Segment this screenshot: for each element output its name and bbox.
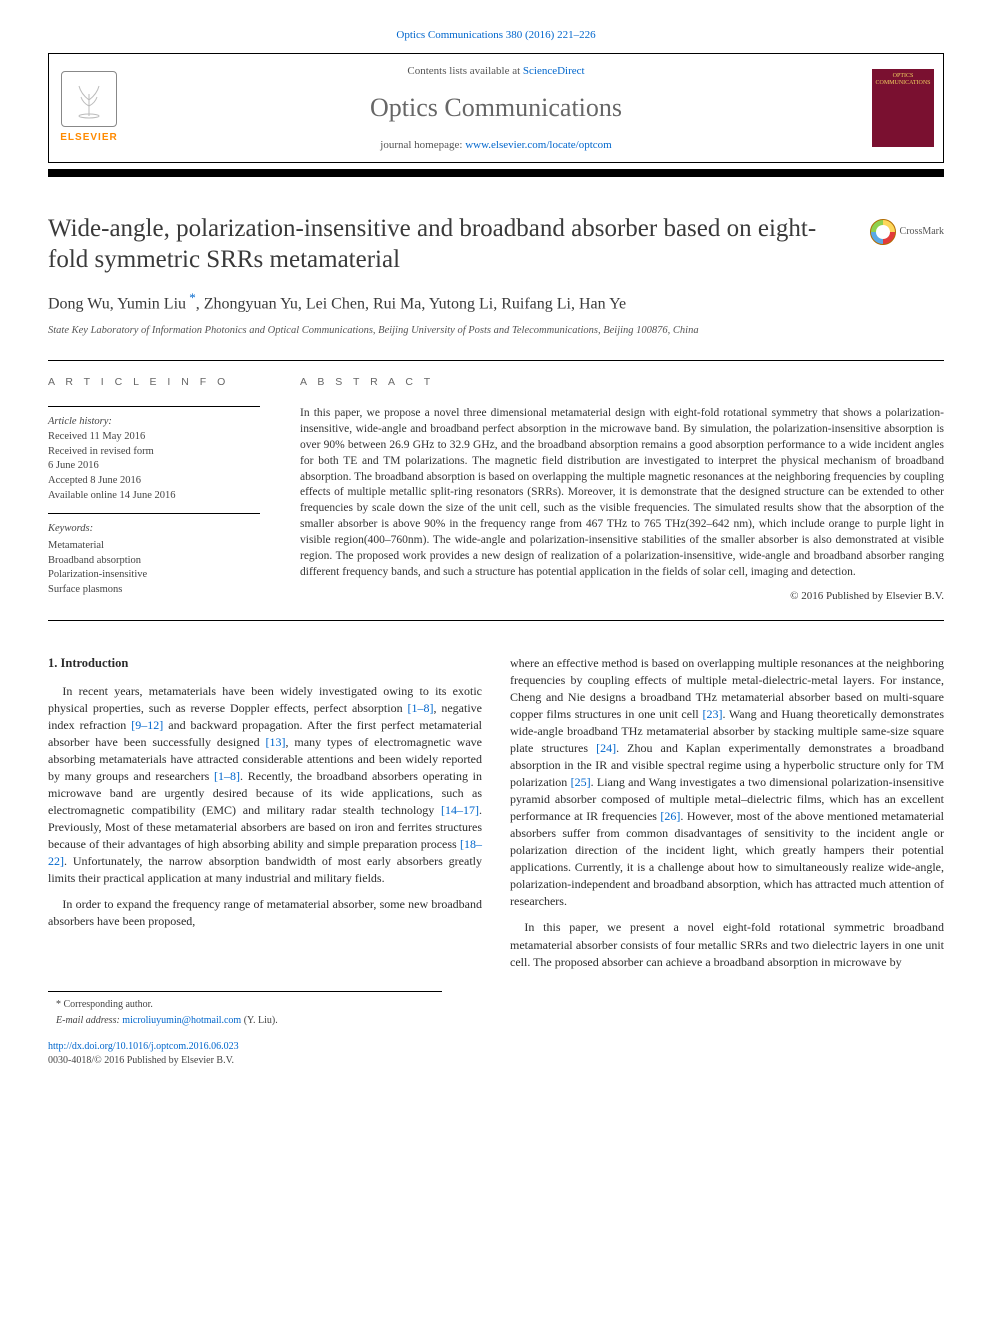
- ref-link[interactable]: [25]: [571, 775, 591, 789]
- authors-text: Dong Wu, Yumin Liu: [48, 295, 186, 312]
- email-label: E-mail address:: [56, 1015, 122, 1026]
- header-rule: [48, 169, 944, 177]
- email-link[interactable]: microliuyumin@hotmail.com: [122, 1015, 241, 1026]
- article-info-heading: A R T I C L E I N F O: [48, 375, 260, 390]
- journal-name: Optics Communications: [137, 90, 855, 126]
- ref-link[interactable]: [1–8]: [214, 769, 240, 783]
- footnote-block: * Corresponding author. E-mail address: …: [48, 991, 442, 1028]
- authors-text-2: , Zhongyuan Yu, Lei Chen, Rui Ma, Yutong…: [196, 295, 626, 312]
- ref-link[interactable]: [23]: [702, 707, 722, 721]
- article-title: Wide-angle, polarization-insensitive and…: [48, 213, 856, 276]
- body-paragraph: In recent years, metamaterials have been…: [48, 683, 482, 887]
- keyword: Surface plasmons: [48, 583, 260, 598]
- journal-citation: Optics Communications 380 (2016) 221–226: [48, 28, 944, 43]
- author-list: Dong Wu, Yumin Liu *, Zhongyuan Yu, Lei …: [48, 289, 944, 316]
- section-heading: 1. Introduction: [48, 655, 482, 673]
- citation-link[interactable]: Optics Communications 380 (2016) 221–226: [396, 29, 595, 41]
- corresponding-note: * Corresponding author.: [48, 998, 442, 1012]
- keywords-label: Keywords:: [48, 522, 260, 537]
- email-line: E-mail address: microliuyumin@hotmail.co…: [48, 1014, 442, 1028]
- corresponding-marker[interactable]: *: [186, 290, 196, 305]
- homepage-link[interactable]: www.elsevier.com/locate/optcom: [465, 139, 612, 151]
- body-text: . However, most of the above mentioned m…: [510, 809, 944, 908]
- body-paragraph: where an effective method is based on ov…: [510, 655, 944, 910]
- body-two-column: 1. Introduction In recent years, metamat…: [48, 655, 944, 971]
- sciencedirect-link[interactable]: ScienceDirect: [523, 65, 585, 77]
- email-suffix: (Y. Liu).: [241, 1015, 277, 1026]
- contents-line: Contents lists available at ScienceDirec…: [137, 64, 855, 79]
- publisher-logo-block: ELSEVIER: [49, 54, 129, 161]
- ref-link[interactable]: [26]: [660, 809, 680, 823]
- body-text: . Unfortunately, the narrow absorption b…: [48, 854, 482, 885]
- abstract-text: In this paper, we propose a novel three …: [300, 406, 944, 580]
- crossmark-icon: [870, 219, 896, 245]
- ref-link[interactable]: [9–12]: [131, 718, 163, 732]
- article-info-column: A R T I C L E I N F O Article history: R…: [48, 361, 266, 620]
- ref-link[interactable]: [14–17]: [441, 803, 479, 817]
- history-line: Available online 14 June 2016: [48, 489, 260, 504]
- doi-link[interactable]: http://dx.doi.org/10.1016/j.optcom.2016.…: [48, 1041, 239, 1052]
- crossmark-label: CrossMark: [900, 225, 944, 239]
- abstract-heading: A B S T R A C T: [300, 375, 944, 390]
- header-center: Contents lists available at ScienceDirec…: [129, 54, 863, 161]
- ref-link[interactable]: [13]: [266, 735, 286, 749]
- history-line: Accepted 8 June 2016: [48, 474, 260, 489]
- history-line: Received in revised form: [48, 445, 260, 460]
- history-line: 6 June 2016: [48, 459, 260, 474]
- title-row: Wide-angle, polarization-insensitive and…: [48, 213, 944, 276]
- ref-link[interactable]: [1–8]: [407, 701, 433, 715]
- doi-block: http://dx.doi.org/10.1016/j.optcom.2016.…: [48, 1040, 944, 1068]
- elsevier-tree-icon: [61, 71, 117, 127]
- info-rule-1: [48, 406, 260, 407]
- journal-cover-block: OPTICS COMMUNICATIONS: [863, 54, 943, 161]
- publisher-name: ELSEVIER: [60, 131, 117, 145]
- ref-link[interactable]: [24]: [596, 741, 616, 755]
- homepage-line: journal homepage: www.elsevier.com/locat…: [137, 138, 855, 153]
- crossmark-badge-block[interactable]: CrossMark: [870, 219, 944, 245]
- history-line: Received 11 May 2016: [48, 430, 260, 445]
- abstract-copyright: © 2016 Published by Elsevier B.V.: [300, 589, 944, 604]
- body-paragraph: In order to expand the frequency range o…: [48, 896, 482, 930]
- body-paragraph: In this paper, we present a novel eight-…: [510, 919, 944, 970]
- info-abstract-row: A R T I C L E I N F O Article history: R…: [48, 360, 944, 621]
- history-label: Article history:: [48, 415, 260, 430]
- affiliation: State Key Laboratory of Information Phot…: [48, 324, 944, 339]
- info-rule-2: [48, 513, 260, 514]
- abstract-column: A B S T R A C T In this paper, we propos…: [300, 361, 944, 620]
- keyword: Polarization-insensitive: [48, 568, 260, 583]
- journal-cover-icon: OPTICS COMMUNICATIONS: [872, 69, 934, 147]
- contents-prefix: Contents lists available at: [407, 65, 522, 77]
- keyword: Metamaterial: [48, 539, 260, 554]
- keyword: Broadband absorption: [48, 554, 260, 569]
- journal-header: ELSEVIER Contents lists available at Sci…: [48, 53, 944, 162]
- issn-line: 0030-4018/© 2016 Published by Elsevier B…: [48, 1054, 944, 1068]
- homepage-prefix: journal homepage:: [380, 139, 465, 151]
